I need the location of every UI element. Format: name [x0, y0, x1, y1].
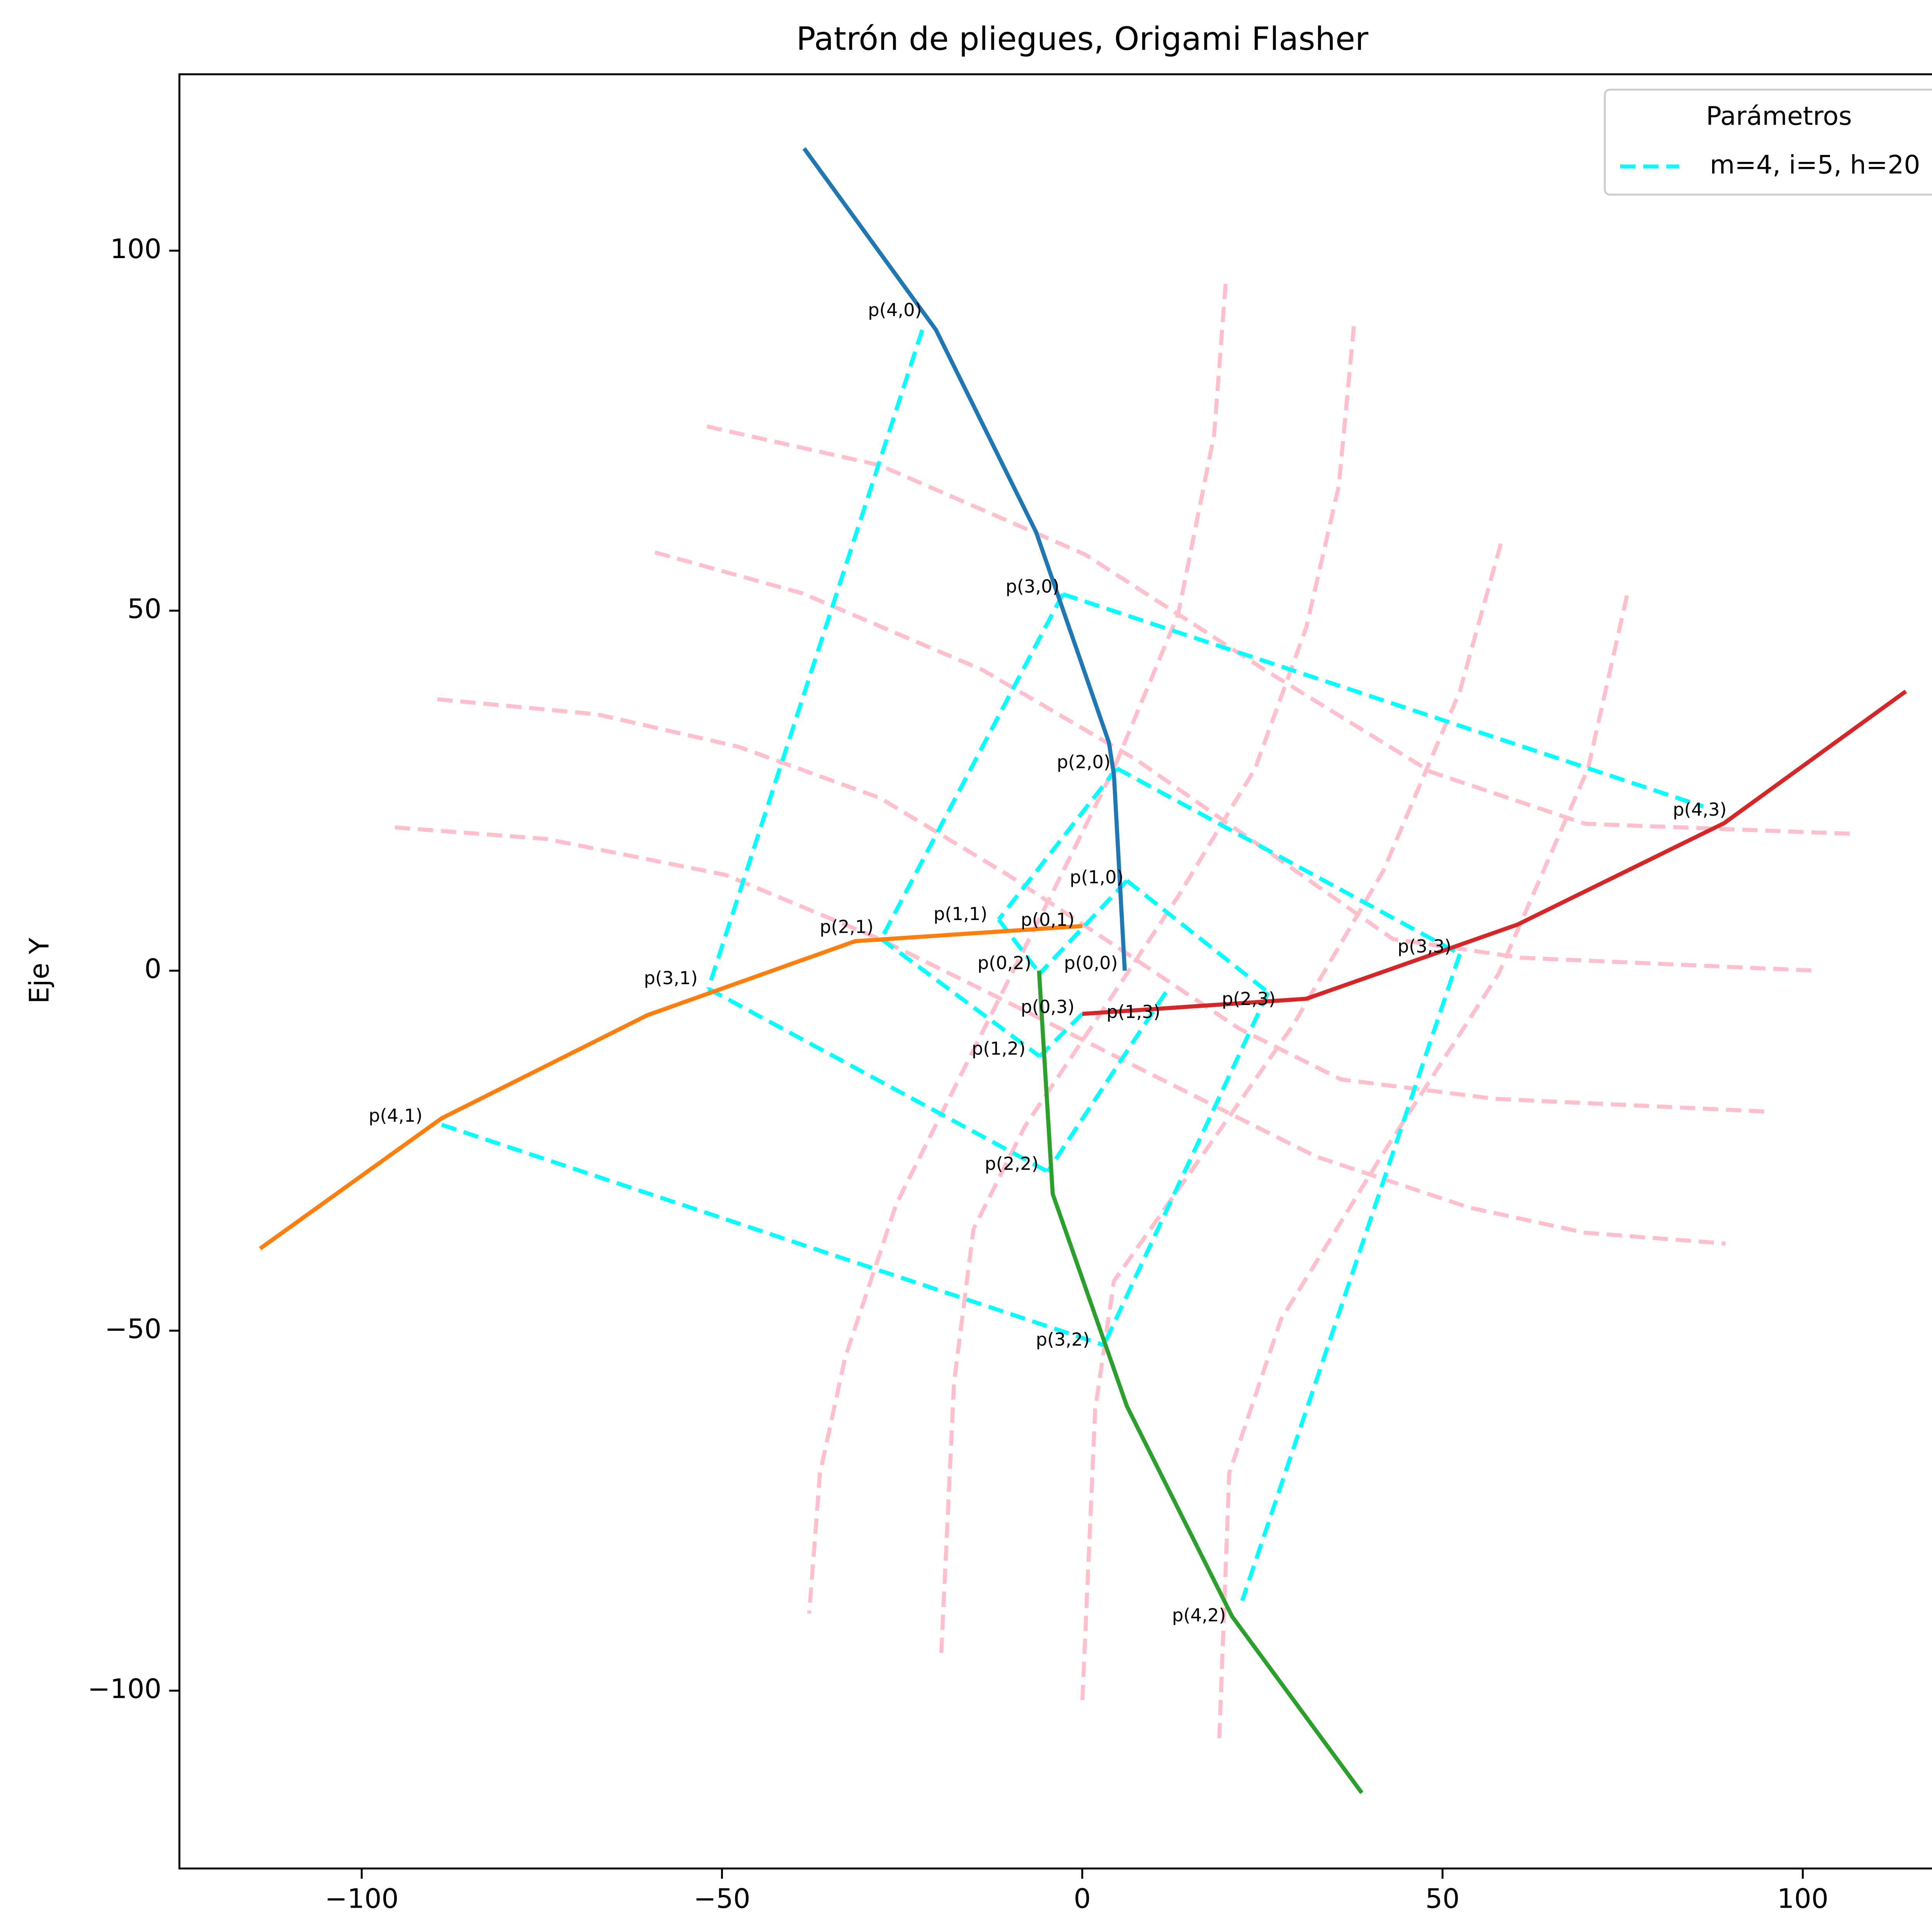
series-line: [395, 825, 1726, 1246]
series-line: [259, 924, 1083, 1250]
y-axis-label: Eje Y: [24, 937, 55, 1003]
point-label: p(0,3): [1021, 996, 1075, 1017]
point-label: p(1,2): [972, 1038, 1026, 1059]
point-label: p(0,2): [978, 952, 1031, 973]
series-line: [1217, 595, 1629, 1742]
point-label: p(3,2): [1036, 1329, 1090, 1350]
series-line: [706, 424, 1854, 836]
point-label: p(2,3): [1222, 988, 1276, 1009]
point-label: p(0,1): [1021, 909, 1075, 930]
point-label: p(2,0): [1057, 752, 1111, 772]
chart-title: Patrón de pliegues, Origami Flasher: [796, 20, 1369, 58]
series-line: [1082, 689, 1907, 1016]
point-label: p(1,3): [1107, 1002, 1160, 1022]
point-label: p(0,0): [1064, 952, 1118, 973]
legend-title: Parámetros: [1706, 101, 1852, 131]
y-tick-label: 100: [110, 233, 162, 265]
plot-frame: [178, 73, 1932, 1870]
series-line: [441, 329, 1704, 1602]
point-label: p(2,1): [820, 917, 873, 937]
x-tick-label: −50: [694, 1883, 750, 1915]
x-tick-label: 0: [1074, 1883, 1091, 1915]
point-label: p(1,1): [934, 903, 987, 924]
x-tick-label: 100: [1777, 1883, 1828, 1915]
x-tick-label: 50: [1425, 1883, 1460, 1915]
legend-box: [1604, 88, 1932, 196]
y-tick-label: −100: [88, 1673, 162, 1704]
point-label: p(3,0): [1005, 576, 1059, 597]
series-line: [1037, 970, 1364, 1794]
y-tick-label: 0: [145, 953, 162, 985]
plot-area: [259, 147, 1907, 1794]
point-label: p(1,0): [1070, 867, 1123, 888]
point-label: p(4,1): [369, 1105, 422, 1126]
series-line: [437, 697, 1771, 1114]
point-label: p(4,3): [1673, 799, 1726, 820]
point-label: p(3,1): [644, 968, 697, 988]
point-label: p(3,3): [1398, 936, 1451, 957]
y-tick-label: 50: [127, 593, 162, 624]
series-line: [802, 147, 1127, 971]
legend-label: m=4, i=5, h=20: [1710, 150, 1920, 180]
point-label: p(4,0): [868, 299, 922, 320]
point-label: p(2,2): [985, 1153, 1038, 1174]
y-tick-label: −50: [105, 1313, 162, 1345]
series-line: [807, 284, 1228, 1614]
x-tick-label: −100: [325, 1883, 399, 1915]
point-label: p(4,2): [1172, 1605, 1226, 1626]
series-line: [939, 326, 1356, 1659]
